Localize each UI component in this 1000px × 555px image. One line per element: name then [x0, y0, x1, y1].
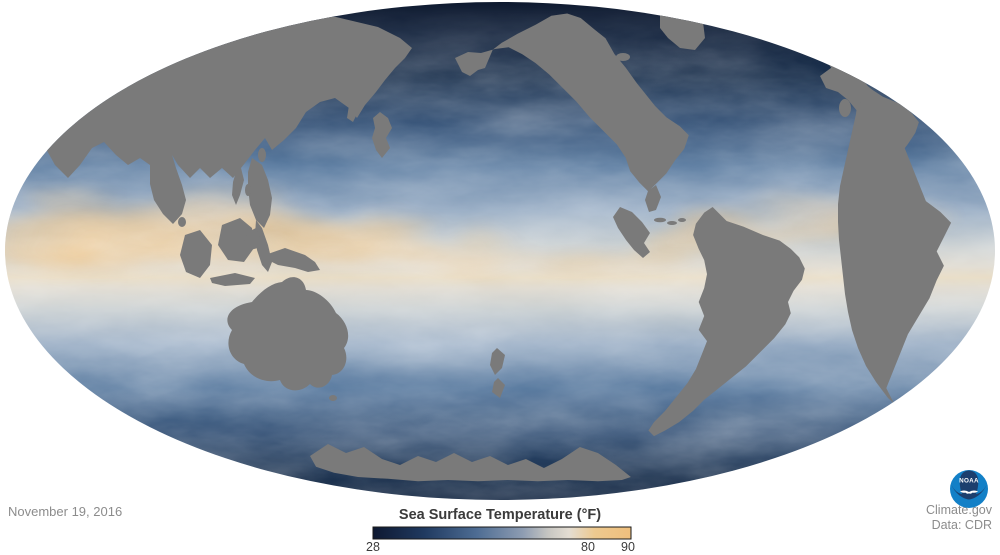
svg-text:Data: CDR: Data: CDR — [932, 518, 992, 532]
svg-text:80: 80 — [581, 540, 595, 554]
svg-text:28: 28 — [366, 540, 380, 554]
svg-text:November 19, 2016: November 19, 2016 — [8, 504, 122, 519]
svg-text:Sea Surface Temperature (°F): Sea Surface Temperature (°F) — [399, 507, 601, 523]
svg-text:NOAA: NOAA — [959, 478, 979, 485]
svg-text:90: 90 — [621, 540, 635, 554]
